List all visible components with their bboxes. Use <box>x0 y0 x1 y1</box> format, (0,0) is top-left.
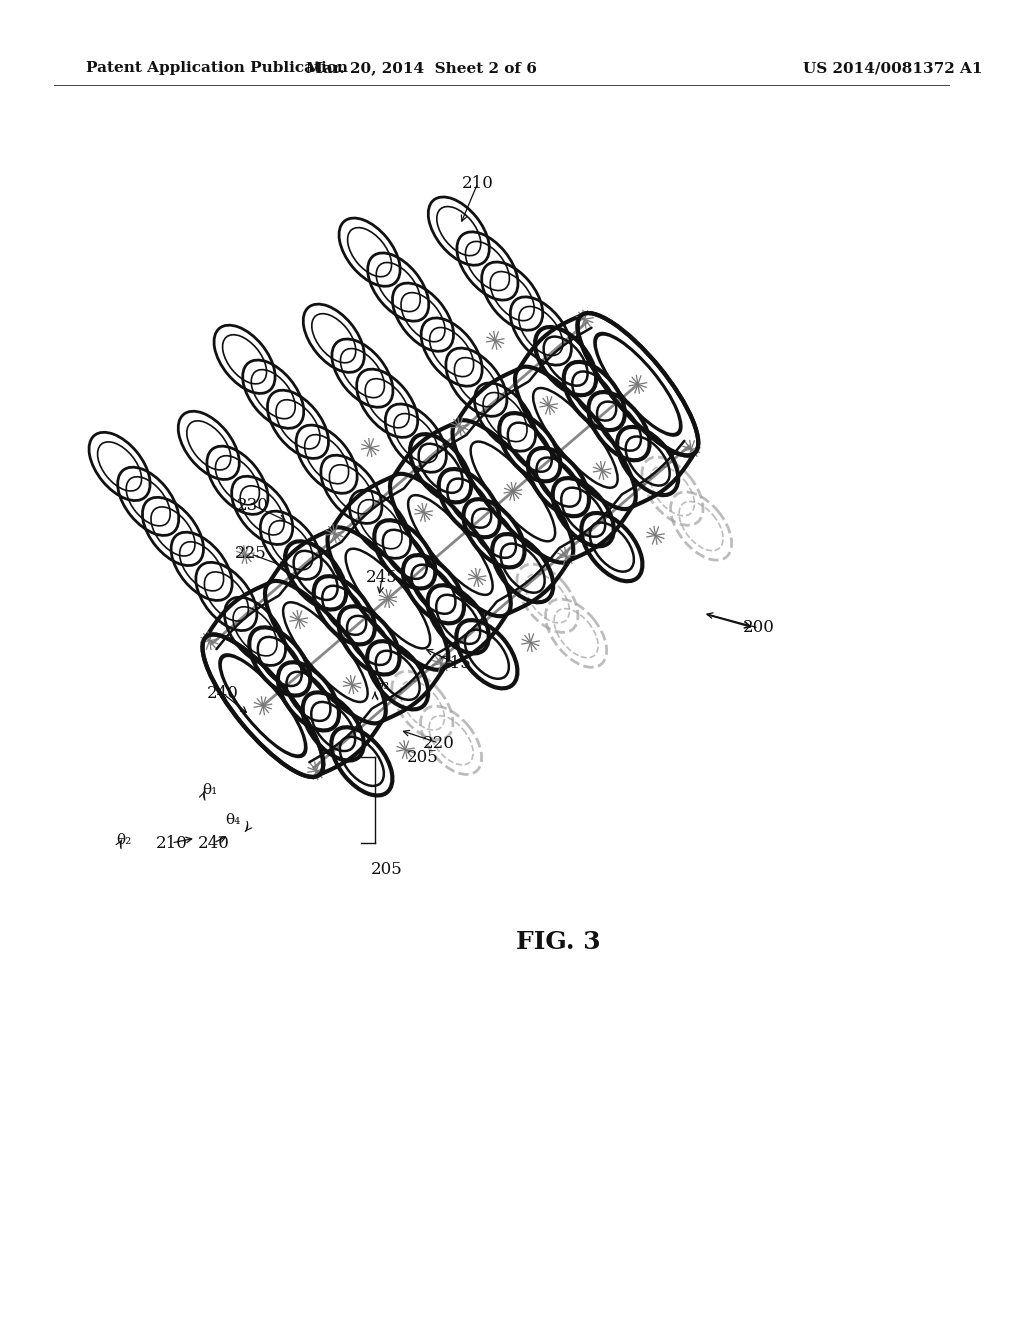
Text: 205: 205 <box>371 862 402 879</box>
Text: θ₃: θ₃ <box>375 678 389 692</box>
Text: θ₁: θ₁ <box>202 783 217 797</box>
Text: 210: 210 <box>156 834 187 851</box>
Text: 240: 240 <box>206 685 239 701</box>
Text: 205: 205 <box>408 748 439 766</box>
Text: 220: 220 <box>423 734 455 751</box>
Text: 200: 200 <box>742 619 775 636</box>
Text: 225: 225 <box>234 545 266 562</box>
Text: US 2014/0081372 A1: US 2014/0081372 A1 <box>803 61 982 75</box>
Text: 210: 210 <box>462 174 494 191</box>
Text: Patent Application Publication: Patent Application Publication <box>86 61 348 75</box>
Text: 230: 230 <box>237 496 268 513</box>
Text: θ₄: θ₄ <box>225 813 241 828</box>
Text: θ₂: θ₂ <box>117 833 132 847</box>
Text: 240: 240 <box>198 834 229 851</box>
Text: 245: 245 <box>366 569 397 586</box>
Text: Mar. 20, 2014  Sheet 2 of 6: Mar. 20, 2014 Sheet 2 of 6 <box>305 61 537 75</box>
Text: FIG. 3: FIG. 3 <box>516 931 600 954</box>
Text: 215: 215 <box>439 655 471 672</box>
